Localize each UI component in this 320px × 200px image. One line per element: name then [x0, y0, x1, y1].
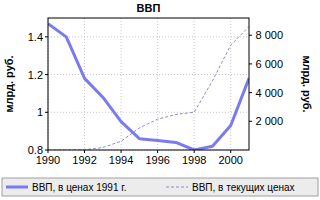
- tick: [45, 74, 48, 75]
- tick: [249, 121, 252, 122]
- plot-group: [48, 24, 249, 150]
- plot-area: [48, 18, 249, 150]
- grid-line: [230, 18, 231, 150]
- tick-label: 1: [37, 106, 43, 118]
- tick: [249, 35, 252, 36]
- grid-line: [121, 18, 122, 150]
- tick: [157, 150, 158, 153]
- chart: ВВП0.811.21.42 0004 0006 0008 0001990199…: [0, 0, 320, 200]
- legend-label: ВВП, в текущих ценах: [192, 182, 295, 193]
- grid-line: [84, 18, 85, 150]
- tick-label: 6 000: [255, 58, 283, 70]
- legend-swatch: [6, 186, 28, 189]
- tick: [45, 112, 48, 113]
- tick-label: 1.4: [28, 31, 43, 43]
- series-line: [48, 27, 249, 150]
- tick-label: 1996: [145, 154, 169, 166]
- tick: [230, 150, 231, 153]
- grid-line: [157, 18, 158, 150]
- axis-label: млрд. руб.: [301, 55, 313, 112]
- tick-label: 8 000: [255, 29, 283, 41]
- title: ВВП: [137, 2, 161, 14]
- grid-line: [48, 112, 249, 113]
- grid-line: [48, 74, 249, 75]
- grid-line: [48, 36, 249, 37]
- tick-label: 2000: [218, 154, 242, 166]
- tick-label: 1990: [36, 154, 60, 166]
- tick-label: 1994: [109, 154, 133, 166]
- legend-swatch: [166, 187, 188, 188]
- tick: [249, 63, 252, 64]
- plot-frame: [48, 18, 249, 150]
- series-line: [48, 24, 249, 150]
- tick: [84, 150, 85, 153]
- tick: [194, 150, 195, 153]
- tick-label: 1992: [72, 154, 96, 166]
- tick-label: 4 000: [255, 87, 283, 99]
- legend-label: ВВП, в ценах 1991 г.: [32, 182, 126, 193]
- legend-box: [2, 178, 318, 196]
- axis-label: млрд. руб.: [3, 55, 15, 112]
- tick-label: 1998: [182, 154, 206, 166]
- tick-label: 2 000: [255, 115, 283, 127]
- grid-line: [194, 18, 195, 150]
- tick: [249, 92, 252, 93]
- tick: [48, 150, 49, 153]
- tick: [45, 36, 48, 37]
- tick-label: 1.2: [28, 69, 43, 81]
- tick: [121, 150, 122, 153]
